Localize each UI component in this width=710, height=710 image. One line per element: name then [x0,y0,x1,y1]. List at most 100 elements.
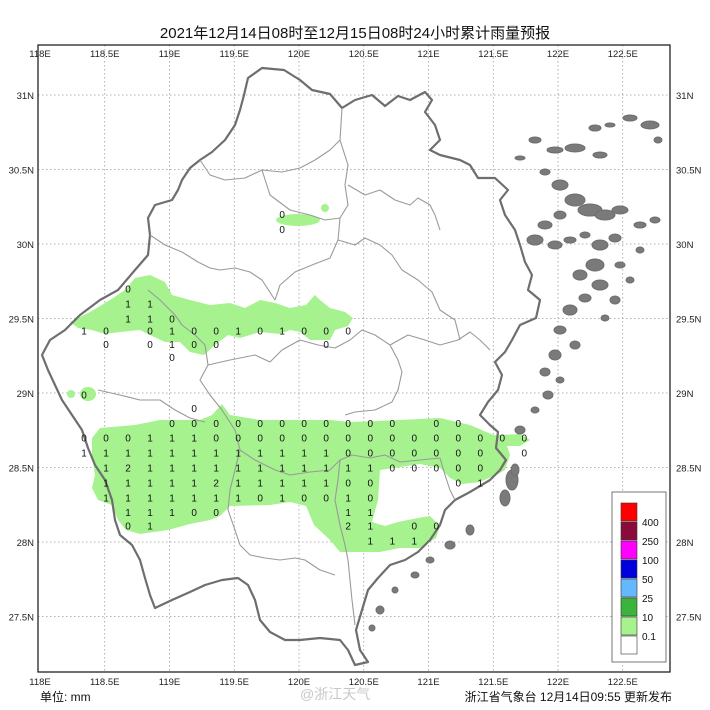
rain-value: 1 [345,493,351,504]
prefecture-borders [97,107,491,626]
rain-value: 0 [81,434,87,445]
legend-label: 10 [642,613,654,624]
lon-tick-top: 119.5E [220,49,249,60]
legend-swatch [620,578,638,598]
island [555,376,565,384]
rain-value: 1 [169,493,175,504]
rain-value: 1 [213,493,219,504]
rain-value: 1 [411,537,417,548]
rain-value: 0 [279,210,285,221]
rain-value: 0 [345,478,351,489]
rain-value: 1 [235,464,241,475]
lat-tick-right: 30N [676,240,694,251]
island [579,231,591,239]
rain-value: 1 [125,478,131,489]
island [553,325,567,335]
rain-value: 0 [169,419,175,430]
lat-tick-right: 27.5N [676,613,701,624]
island [562,304,578,316]
rain-value: 0 [478,464,484,475]
lat-tick-left: 29N [17,389,35,400]
lon-tick-top: 120E [288,49,310,60]
rain-value: 1 [323,464,329,475]
rain-value: 0 [279,225,285,236]
legend-swatch [620,597,638,617]
rain-value: 0 [103,434,109,445]
rain-value: 0 [478,434,484,445]
legend-swatch [620,616,638,636]
rain-value: 0 [257,326,263,337]
rain-value: 2 [213,478,219,489]
rain-value: 0 [345,419,351,430]
rain-value: 1 [367,537,373,548]
rain-value: 1 [191,478,197,489]
island [594,209,616,221]
rain-value: 1 [169,340,175,351]
rain-spot-north-2 [321,204,329,212]
rain-value: 0 [389,449,395,460]
rain-value: 1 [103,478,109,489]
rain-value: 1 [367,522,373,533]
lat-tick-right: 29N [676,389,694,400]
rain-value: 1 [103,464,109,475]
rain-value: 1 [279,493,285,504]
rain-value: 1 [213,449,219,460]
rainfall-area-0.1mm [67,204,530,552]
axis-ticks: 118E 118E 118.5E 118.5E 119E 119E 119.5E 119.5E… [9,49,702,688]
rain-value: 0 [456,478,462,489]
rain-value: 0 [456,434,462,445]
legend-label: 100 [642,556,659,567]
rain-value: 0 [103,340,109,351]
lon-tick-bottom: 119.5E [220,677,249,688]
island [547,240,563,250]
rain-band-north [70,275,353,355]
lon-tick-top: 120.5E [349,49,379,60]
rain-value: 0 [257,493,263,504]
rain-value: 1 [147,478,153,489]
rain-value: 1 [301,449,307,460]
rain-value: 0 [191,404,197,415]
island [588,124,602,132]
map-frame [37,44,671,673]
rain-value: 0 [125,285,131,296]
island [444,540,456,550]
rain-value: 0 [411,449,417,460]
island [591,239,609,251]
legend-swatch [620,559,638,579]
lat-tick-left: 28.5N [9,464,34,475]
rain-value: 0 [103,326,109,337]
rain-value: 1 [169,326,175,337]
rain-value: 1 [345,508,351,519]
island [640,120,660,130]
rain-value: 0 [169,353,175,364]
rain-value: 1 [169,508,175,519]
island [528,136,542,144]
island [375,605,385,615]
rain-value: 1 [125,508,131,519]
island [569,340,581,350]
rain-value: 0 [478,449,484,460]
island [510,463,520,477]
rain-value: 1 [191,434,197,445]
rain-value: 1 [191,449,197,460]
rain-value: 0 [147,340,153,351]
legend-swatch [620,540,638,560]
rain-value: 0 [213,326,219,337]
rain-value: 0 [456,419,462,430]
rain-value: 1 [213,464,219,475]
rain-value: 1 [323,449,329,460]
rain-value: 0 [301,493,307,504]
province-border [40,66,542,667]
rain-value: 0 [213,340,219,351]
rain-value: 1 [257,449,263,460]
lat-tick-left: 28N [17,538,35,549]
island [572,269,588,281]
rain-value: 0 [235,419,241,430]
lat-tick-left: 29.5N [9,315,34,326]
lon-tick-top: 119E [159,49,180,60]
rain-value: 1 [235,326,241,337]
rain-value: 0 [433,449,439,460]
rain-value: 1 [235,449,241,460]
rain-band-south [92,404,510,552]
